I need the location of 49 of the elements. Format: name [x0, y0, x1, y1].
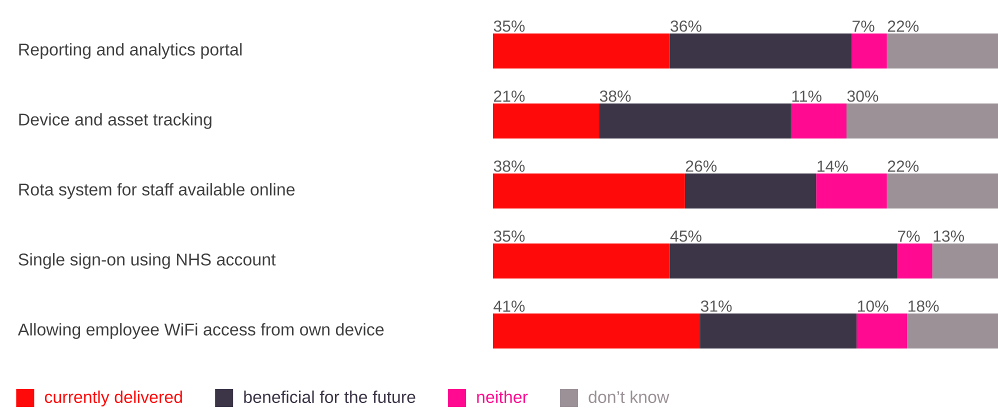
bar	[897, 244, 932, 279]
bar	[846, 104, 998, 139]
data-label: 7%	[852, 20, 874, 32]
data-label: 30%	[847, 90, 878, 102]
bar	[856, 314, 908, 349]
bar	[493, 244, 670, 279]
y-tick-label: Device and asset tracking	[19, 113, 212, 129]
y-tick-label: Rota system for staff available online	[19, 183, 295, 199]
bar	[886, 174, 998, 209]
data-label: 22%	[888, 20, 919, 32]
data-label: 22%	[888, 160, 919, 172]
bar	[670, 244, 898, 279]
data-label: 7%	[898, 230, 920, 242]
data-label: 41%	[494, 300, 525, 312]
bar	[852, 34, 887, 68]
bar	[932, 244, 998, 279]
bar	[493, 34, 670, 68]
bar	[493, 314, 700, 349]
bar	[907, 314, 998, 349]
data-label: 38%	[494, 160, 525, 172]
legend-label: beneficial for the future	[244, 390, 416, 404]
data-label: 38%	[600, 90, 631, 102]
data-label: 18%	[908, 300, 939, 312]
data-label: 10%	[858, 300, 888, 312]
bar	[493, 104, 600, 139]
bar	[700, 314, 857, 349]
data-label: 35%	[494, 230, 525, 242]
data-label: 11%	[792, 90, 822, 102]
bar	[599, 104, 791, 139]
bar	[493, 174, 685, 209]
legend-label: don’t know	[588, 390, 670, 404]
data-label: 21%	[494, 90, 525, 102]
bar	[684, 174, 816, 209]
bar	[790, 104, 847, 139]
data-label: 35%	[494, 20, 525, 32]
data-label: 31%	[700, 300, 732, 312]
data-label: 36%	[670, 20, 702, 32]
bar	[670, 34, 852, 68]
legend-label: currently delivered	[44, 390, 182, 406]
data-label: 45%	[670, 230, 702, 242]
bar	[886, 34, 998, 68]
bar	[816, 174, 887, 209]
y-tick-label: Allowing employee WiFi access from own device	[18, 323, 384, 339]
data-label: 26%	[686, 160, 717, 172]
y-tick-label: Reporting and analytics portal	[19, 43, 242, 59]
y-tick-label: Single sign-on using NHS account	[18, 253, 276, 269]
data-label: 13%	[934, 230, 964, 242]
data-label: 14%	[818, 160, 848, 172]
legend-label: neither	[477, 390, 528, 404]
